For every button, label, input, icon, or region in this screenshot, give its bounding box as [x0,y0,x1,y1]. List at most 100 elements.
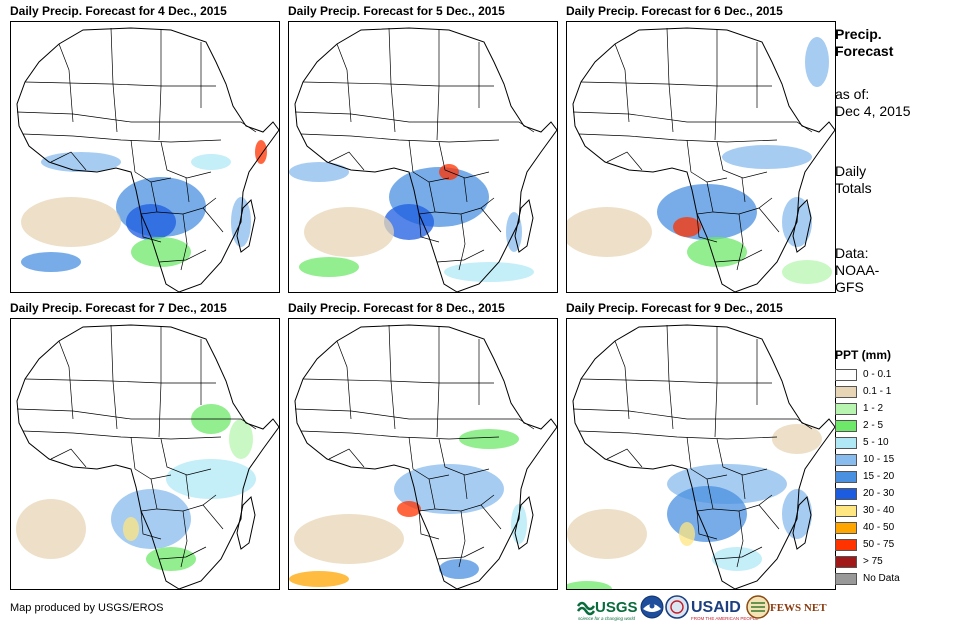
country-border [50,151,87,171]
country-border [50,448,87,468]
country-border [463,474,468,500]
precip-area [229,419,253,459]
madagascar-outline [792,496,812,550]
country-border [302,81,494,87]
legend-label: 0.1 - 1 [863,386,892,397]
precip-area [673,217,701,237]
legend-label: 10 - 15 [863,454,895,465]
precip-area [304,207,394,257]
country-border [388,27,396,133]
country-border [156,197,217,215]
country-border [216,418,257,430]
legend-label: 40 - 50 [863,522,895,533]
country-border [438,141,490,179]
precip-area [782,260,832,284]
country-border [140,510,162,540]
country-border [16,408,216,420]
forecast-panel-1: Daily Precip. Forecast for 4 Dec., 2015 [10,4,280,294]
legend-item: 0 - 0.1 [835,366,900,383]
country-border [202,207,224,233]
precip-area [289,571,349,587]
partner-logos: USGS science for a changing world USAID … [577,595,827,621]
precip-area [567,207,652,257]
precip-map [288,21,558,293]
country-border [158,327,162,438]
precip-map [10,318,280,590]
panel-title: Daily Precip. Forecast for 6 Dec., 2015 [566,4,783,18]
legend-item: 20 - 30 [835,485,900,502]
madagascar-outline [792,199,812,253]
country-border [436,30,440,141]
country-border [302,378,494,384]
country-border [458,213,466,271]
africa-outline [16,27,279,292]
legend-swatch [835,368,857,381]
legend-swatch [835,419,857,432]
country-border [110,324,118,430]
country-border [158,546,207,560]
country-border [130,139,136,173]
precip-area [439,559,479,579]
precip-area [679,522,695,546]
country-border [436,546,485,560]
precip-map [566,21,836,293]
country-border [741,474,746,500]
country-border [438,438,490,476]
madagascar-outline [236,496,256,550]
credit-text: Map produced by USGS/EROS [10,602,164,614]
precip-area [805,37,829,87]
panel-title: Daily Precip. Forecast for 7 Dec., 2015 [10,301,227,315]
precip-area [289,162,349,182]
country-border [572,111,772,123]
legend-label: 50 - 75 [863,539,895,550]
country-border [741,177,746,203]
usaid-tagline: FROM THE AMERICAN PEOPLE [691,616,758,621]
legend-label: 2 - 5 [863,420,884,431]
precip-area [397,501,421,517]
country-border [458,510,466,568]
country-border [696,213,718,243]
precip-area [21,197,121,247]
country-border [160,141,212,179]
country-border [736,213,744,271]
country-border [434,494,495,512]
legend-label: 15 - 20 [863,471,895,482]
totals-line2: Totals [835,180,872,196]
as-of-block: as of: Dec 4, 2015 [835,86,911,120]
country-border [436,249,485,263]
country-border [494,418,535,430]
country-border [690,171,728,183]
country-border [160,438,212,476]
legend-label: 30 - 40 [863,505,895,516]
precip-area [511,504,527,544]
country-border [336,340,352,420]
totals-block: Daily Totals [835,163,872,197]
africa-outline [16,324,279,589]
country-border [696,510,718,540]
precip-area [131,237,191,267]
usgs-logo-text: USGS [595,599,638,616]
country-border [418,510,440,540]
country-border [24,81,216,87]
country-border [110,27,118,133]
country-border [714,546,763,560]
precip-area [687,237,747,267]
country-border [666,27,674,133]
precip-area [126,204,176,240]
fews-net-logo: FEWS NET [746,595,827,619]
precip-area [444,262,534,282]
country-border [300,133,500,143]
country-border [418,213,440,243]
africa-outline [294,324,557,589]
legend-swatch [835,521,857,534]
totals-line1: Daily [835,163,867,179]
panel-title: Daily Precip. Forecast for 4 Dec., 2015 [10,4,227,18]
country-border [772,418,813,430]
legend-swatch [835,453,857,466]
country-border [58,43,74,123]
legend-item: 15 - 20 [835,468,900,485]
country-border [666,324,674,430]
data-line3: GFS [835,279,864,295]
country-border [436,327,440,438]
as-of-label: as of: [835,86,870,102]
